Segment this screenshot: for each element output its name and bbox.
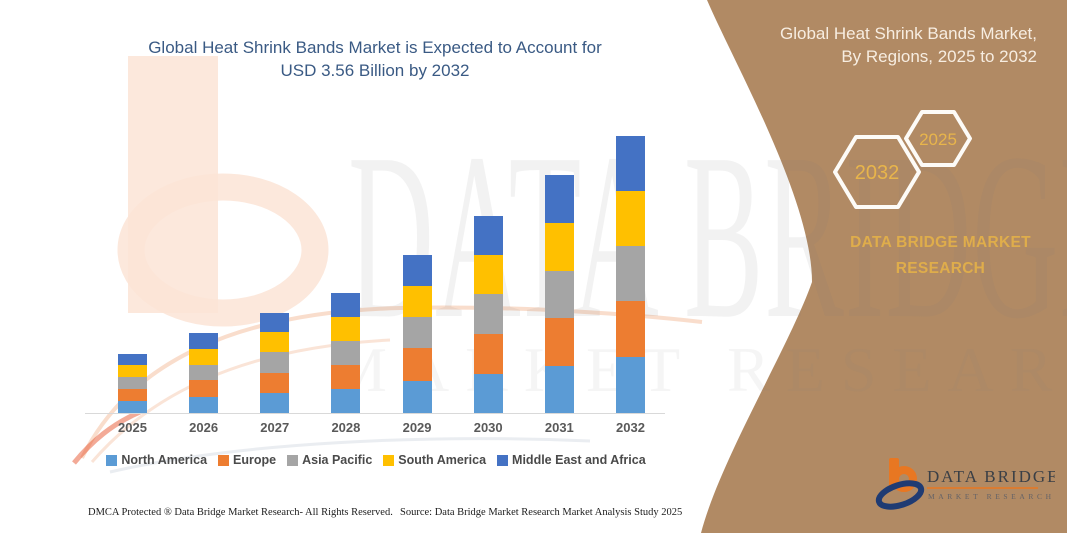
bar-segment-south-america-2032 — [615, 190, 645, 246]
brand-wordmark: DATA BRIDGE MARKET RESEARCH — [838, 230, 1043, 282]
hexagon-2025 — [904, 110, 972, 167]
logo-name-text: DATA BRIDGE — [927, 467, 1055, 486]
logo-subtitle-text: MARKET RESEARCH — [928, 492, 1055, 501]
bar-segment-middle-east-and-africa-2030 — [473, 216, 503, 256]
source-text: Source: Data Bridge Market Research Mark… — [400, 507, 683, 518]
hexagon-2025-label: 2025 — [919, 130, 957, 149]
bar-segment-asia-pacific-2032 — [615, 245, 645, 301]
bar-segment-south-america-2030 — [473, 255, 503, 294]
hexagon-2032-label: 2032 — [855, 162, 900, 184]
chart-title-line2: USD 3.56 Billion by 2032 — [280, 61, 470, 80]
hexagon-2032 — [833, 135, 921, 209]
chart-title-line1: Global Heat Shrink Bands Market is Expec… — [148, 38, 602, 57]
brand-wordmark-line1: DATA BRIDGE MARKET — [850, 234, 1031, 251]
logo-b-bowl — [891, 466, 917, 492]
bar-segment-middle-east-and-africa-2031 — [544, 174, 574, 223]
bar-segment-middle-east-and-africa-2032 — [615, 136, 645, 191]
brand-wordmark-line2: RESEARCH — [895, 260, 986, 277]
year-hexagons: 2032 2025 — [833, 110, 972, 209]
sidebar-title-line1: Global Heat Shrink Bands Market, — [779, 24, 1037, 43]
sidebar-title-line2: By Regions, 2025 to 2032 — [841, 47, 1037, 66]
chart-title: Global Heat Shrink Bands Market is Expec… — [85, 36, 665, 82]
bar-segment-south-america-2031 — [544, 223, 574, 271]
sidebar-title: Global Heat Shrink Bands Market, By Regi… — [717, 22, 1037, 68]
legend-swatch-middle-east-and-africa — [497, 454, 509, 466]
company-logo: DATA BRIDGE MARKET RESEARCH — [875, 458, 1055, 510]
logo-swoosh — [875, 480, 925, 510]
sidebar-panel-path — [701, 0, 1067, 533]
bar-segment-middle-east-and-africa-2029 — [402, 255, 432, 287]
logo-swoosh-ellipse — [875, 480, 925, 510]
dmca-copyright-text: DMCA Protected ® Data Bridge Market Rese… — [88, 507, 393, 518]
